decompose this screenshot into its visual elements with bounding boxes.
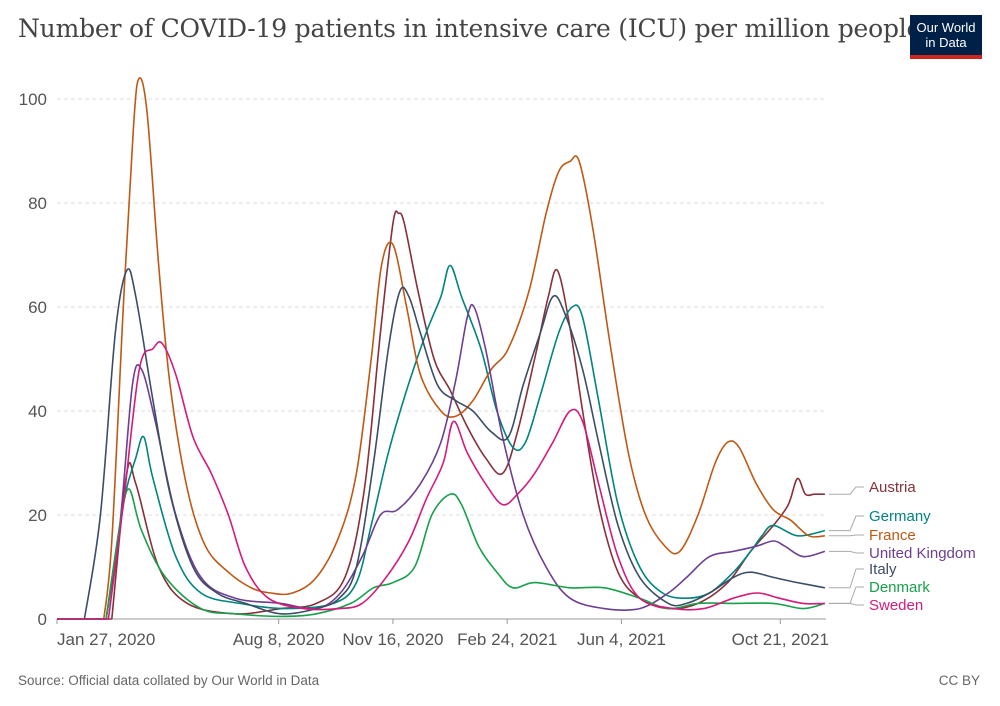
source-note[interactable]: Source: Official data collated by Our Wo… [18,673,320,688]
label-connector-sweden [828,602,864,606]
series-label-austria[interactable]: Austria [869,479,916,496]
y-axis-ticks: 0 20 40 60 80 100 [19,90,47,629]
series-line-france[interactable] [103,77,825,620]
x-tick-label: Nov 16, 2020 [342,630,443,649]
series-line-united-kingdom[interactable] [105,303,826,620]
x-tick-label: Feb 24, 2021 [457,630,557,649]
label-connector-france [828,534,864,537]
label-connector-austria [828,486,864,495]
label-connector-germany [828,515,864,532]
logo-line-1: Our World [916,20,976,35]
grid-lines [57,98,826,620]
y-tick-label: 20 [28,506,47,525]
series-label-italy[interactable]: Italy [869,561,897,578]
logo-line-2: in Data [925,35,967,50]
owid-logo[interactable]: Our World in Data [910,15,982,59]
label-connector-italy [828,568,864,589]
label-connector-united-kingdom [828,550,864,554]
series-label-germany[interactable]: Germany [869,508,931,525]
x-tick-label: Jun 4, 2021 [577,630,666,649]
series-line-germany[interactable] [105,264,826,620]
series-label-denmark[interactable]: Denmark [869,579,930,596]
series-lines [57,77,826,620]
y-tick-label: 100 [19,90,47,109]
series-label-united-kingdom[interactable]: United Kingdom [869,545,976,562]
y-tick-label: 60 [28,298,47,317]
label-connector-denmark [828,586,864,604]
x-axis: Jan 27, 2020 Aug 8, 2020 Nov 16, 2020 Feb 2… [56,619,829,649]
series-label-sweden[interactable]: Sweden [869,597,923,614]
series-label-france[interactable]: France [869,527,916,544]
y-tick-label: 40 [28,402,47,421]
series-line-sweden[interactable] [107,341,825,620]
x-tick-label: Jan 27, 2020 [57,630,155,649]
series-line-austria[interactable] [111,210,825,620]
y-tick-label: 80 [28,194,47,213]
y-tick-label: 0 [38,610,47,629]
chart-title: Number of COVID-19 patients in intensive… [18,14,922,43]
x-tick-label: Oct 21, 2021 [732,630,829,649]
series-line-italy[interactable] [83,268,826,620]
x-tick-label: Aug 8, 2020 [233,630,325,649]
license-note[interactable]: CC BY [938,673,980,688]
